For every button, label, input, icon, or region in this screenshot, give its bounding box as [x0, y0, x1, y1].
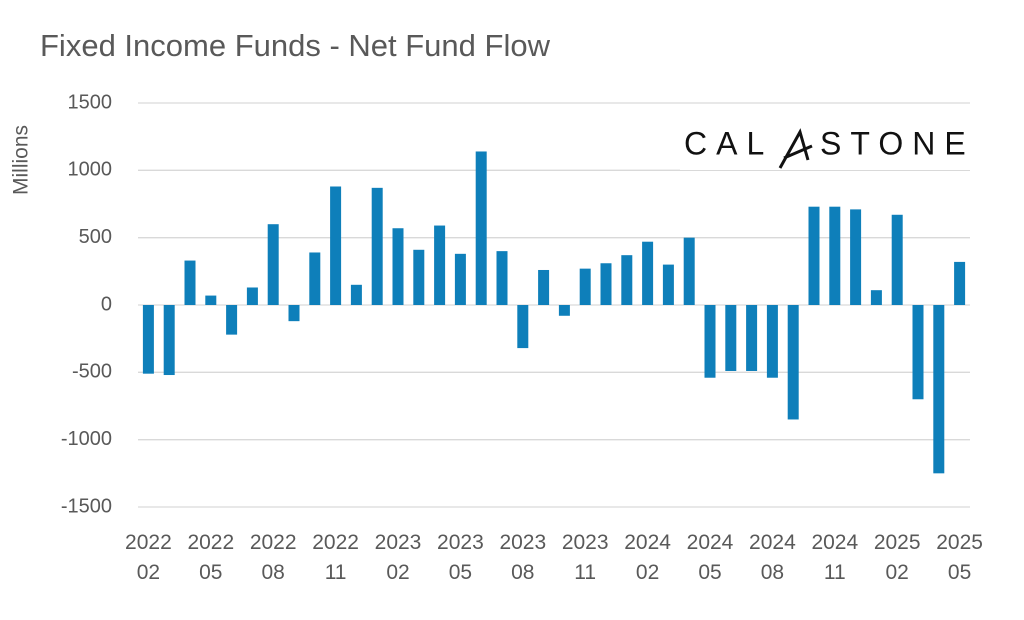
bar	[870, 290, 882, 305]
logo-left: CAL	[684, 125, 773, 161]
bar	[600, 263, 612, 305]
bar	[226, 305, 238, 335]
x-tick-label: 2025 02	[873, 531, 921, 584]
x-tick-label: 2023 08	[499, 531, 547, 584]
bar	[558, 305, 570, 316]
bar	[683, 237, 695, 305]
bar	[850, 209, 862, 305]
bar	[309, 252, 321, 305]
y-tick-label: 0	[101, 293, 112, 315]
bar	[891, 214, 903, 305]
y-axis-label: Millions	[10, 125, 33, 195]
bar	[621, 255, 633, 305]
x-tick-label: 2024 11	[811, 531, 859, 584]
bar	[787, 305, 799, 420]
bar	[205, 295, 217, 305]
chart-title: Fixed Income Funds - Net Fund Flow	[40, 28, 551, 63]
bar	[704, 305, 716, 378]
bar	[371, 187, 383, 305]
bar	[142, 305, 154, 374]
bar	[163, 305, 175, 376]
bar	[330, 186, 342, 305]
y-tick-label: 500	[79, 226, 112, 248]
bar	[829, 206, 841, 305]
bar	[413, 249, 425, 305]
bar	[475, 151, 487, 305]
bar	[642, 241, 654, 305]
bar	[184, 260, 196, 305]
y-tick-label: 1500	[68, 91, 113, 113]
bar	[538, 269, 550, 305]
logo-mark	[778, 128, 813, 169]
logo-bg	[680, 120, 980, 170]
x-tick-label: 2022 05	[187, 531, 235, 584]
bar	[933, 305, 945, 474]
x-tick-label: 2022 02	[125, 531, 172, 584]
bar	[267, 224, 279, 305]
x-tick-label: 2024 08	[749, 531, 796, 584]
bar	[725, 305, 737, 371]
bar	[766, 305, 778, 378]
x-tick-label: 2025 05	[936, 531, 983, 584]
bar	[517, 305, 529, 349]
y-tick-label: -500	[72, 361, 112, 383]
bar	[392, 228, 404, 305]
bar	[954, 261, 966, 305]
x-tick-label: 2023 02	[374, 531, 422, 584]
bar	[808, 206, 820, 305]
bar	[350, 284, 362, 305]
bar	[434, 225, 446, 305]
bar	[246, 287, 258, 305]
x-tick-label: 2023 05	[437, 531, 484, 584]
x-tick-label: 2022 08	[249, 531, 297, 584]
logo-right: STONE	[820, 125, 975, 161]
x-tick-label: 2024 05	[686, 531, 734, 584]
bar	[496, 251, 508, 305]
y-tick-label: 1000	[68, 159, 113, 181]
bar	[454, 253, 466, 305]
bar	[579, 268, 591, 305]
y-tick-label: -1000	[61, 428, 112, 450]
bar	[746, 305, 758, 371]
x-tick-label: 2023 11	[561, 531, 609, 584]
bar	[662, 264, 674, 305]
bar	[912, 305, 924, 400]
bar	[288, 305, 300, 322]
x-tick-label: 2024 02	[624, 531, 671, 584]
y-tick-label: -1500	[61, 495, 112, 517]
x-tick-label: 2022 11	[312, 531, 359, 584]
